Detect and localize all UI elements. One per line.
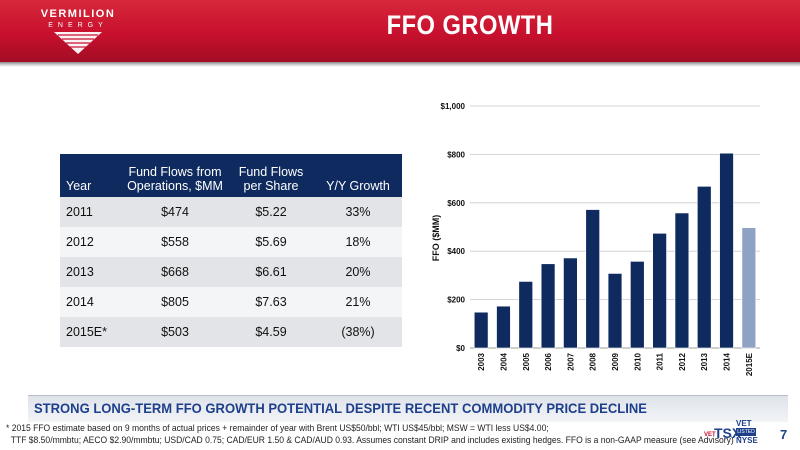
cell-yy-growth: 18% <box>345 235 371 249</box>
chart-y-ticks: $0 $200 $400 $600 $800 $1,000 <box>441 102 466 353</box>
header-bar: VERMILION ENERGY FFO GROWTH <box>0 0 800 62</box>
ffo-bar-chart: $0 $200 $400 $600 $800 $1,000 2003 2004 2005 200… <box>425 88 770 380</box>
x-tick-label: 2005 <box>522 352 531 370</box>
chart-x-ticks: 2003 2004 2005 2006 2007 2008 2009 2010 2011 2012… <box>477 352 754 376</box>
cell-yy-growth: 21% <box>345 295 371 309</box>
bar-2003 <box>473 311 489 349</box>
bar-2011 <box>652 232 667 349</box>
cell-year: 2014 <box>66 295 94 309</box>
y-axis-label: FFO ($MM) <box>431 215 441 262</box>
footnote-text-1: 2015 FFO estimate based on 9 months of a… <box>11 423 549 434</box>
logo-name: VERMILION <box>40 8 116 20</box>
page-number: 7 <box>780 427 788 442</box>
exchange-listing-badge: VET TSX VET LISTED NYSE <box>704 418 768 448</box>
table-row: 2012 $558 $5.69 18% <box>60 227 402 257</box>
cell-ffo: $503 <box>161 325 189 339</box>
cell-per-share: $4.59 <box>255 325 287 339</box>
column-header-yy-growth: Y/Y Growth <box>326 179 390 193</box>
x-tick-label: 2006 <box>544 352 553 370</box>
exchange-listed: LISTED <box>736 428 756 436</box>
exchange-vet-small: VET <box>704 432 716 438</box>
table-row: 2011 $474 $5.22 33% <box>60 197 402 227</box>
cell-per-share: $7.63 <box>255 295 287 309</box>
bar-2015E <box>741 227 757 349</box>
header-divider <box>0 62 800 67</box>
exchange-nyse: NYSE <box>736 436 758 445</box>
x-tick-label: 2014 <box>723 352 732 370</box>
cell-year: 2015E* <box>66 325 108 339</box>
column-header-ffo: Fund Flows from Operations, $MM <box>120 165 230 193</box>
bar-2013 <box>697 186 712 349</box>
y-tick-label: $0 <box>456 344 465 353</box>
cell-ffo: $558 <box>161 235 189 249</box>
footnote-text-2: TTF $8.50/mmbtu; AECO $2.90/mmbtu; USD/C… <box>10 435 734 446</box>
key-message-text: STRONG LONG-TERM FFO GROWTH POTENTIAL DE… <box>34 400 647 416</box>
cell-yy-growth: 33% <box>345 205 371 219</box>
logo-subtitle: ENERGY <box>48 22 108 29</box>
bar-2010 <box>630 261 645 349</box>
y-tick-label: $800 <box>447 150 465 159</box>
chart-bars <box>473 152 757 349</box>
table-row: 2015E* $503 $4.59 (38%) <box>60 317 402 347</box>
footnote: * 2015 FFO estimate based on 9 months of… <box>6 423 736 447</box>
bar-2004 <box>496 305 511 349</box>
table-header: Year Fund Flows from Operations, $MM Fun… <box>60 154 402 197</box>
bar-2005 <box>518 281 533 349</box>
x-tick-label: 2004 <box>499 352 508 370</box>
bar-2007 <box>563 257 578 349</box>
x-tick-label: 2007 <box>566 352 575 370</box>
bar-2014 <box>719 152 734 349</box>
x-tick-label: 2008 <box>589 352 598 370</box>
cell-year: 2012 <box>66 235 94 249</box>
exchange-tsx: TSX <box>714 425 742 441</box>
cell-per-share: $6.61 <box>255 265 287 279</box>
column-header-ffo-line2: Operations, $MM <box>127 179 223 193</box>
cell-ffo: $805 <box>161 295 189 309</box>
footnote-marker: * <box>6 423 10 434</box>
chevron-logo-icon <box>54 32 102 54</box>
table-row: 2014 $805 $7.63 21% <box>60 287 402 317</box>
bar-2006 <box>540 263 556 349</box>
key-message-banner: STRONG LONG-TERM FFO GROWTH POTENTIAL DE… <box>28 395 788 422</box>
bar-2009 <box>607 273 623 349</box>
column-header-per-share-line2: per Share <box>243 179 299 193</box>
column-header-per-share-line1: Fund Flows <box>238 165 304 179</box>
company-logo[interactable]: VERMILION ENERGY <box>24 6 132 56</box>
cell-per-share: $5.22 <box>255 205 287 219</box>
cell-year: 2013 <box>66 265 94 279</box>
y-tick-label: $400 <box>447 247 465 256</box>
bar-2012 <box>674 212 690 349</box>
x-tick-label: 2012 <box>678 352 687 370</box>
x-tick-label: 2003 <box>477 352 486 370</box>
table-row: 2013 $668 $6.61 20% <box>60 257 402 287</box>
exchange-vet: VET <box>736 419 752 428</box>
footnote-line-2: TTF $8.50/mmbtu; AECO $2.90/mmbtu; USD/C… <box>6 435 734 447</box>
bar-2008 <box>585 209 600 349</box>
y-tick-label: $1,000 <box>441 102 466 111</box>
x-tick-label: 2011 <box>656 352 665 370</box>
chart-svg: $0$200$400$600$800$1,000 2003 2004 2005 200… <box>431 102 760 376</box>
cell-ffo: $668 <box>161 265 189 279</box>
cell-yy-growth: 20% <box>345 265 371 279</box>
cell-year: 2011 <box>66 205 93 219</box>
x-tick-label: 2013 <box>700 352 709 370</box>
x-tick-label: 2010 <box>633 352 642 370</box>
column-header-year: Year <box>66 179 92 193</box>
cell-per-share: $5.69 <box>255 235 287 249</box>
page-title: FFO GROWTH <box>386 10 554 40</box>
column-header-ffo-line1: Fund Flows from <box>128 165 222 179</box>
x-tick-label: 2009 <box>611 352 620 370</box>
cell-ffo: $474 <box>161 205 189 219</box>
cell-yy-growth: (38%) <box>341 325 375 339</box>
column-header-per-share: Fund Flows per Share <box>236 165 306 193</box>
y-tick-label: $200 <box>447 296 465 305</box>
ffo-table: Year Fund Flows from Operations, $MM Fun… <box>60 154 402 347</box>
footnote-line-1: * 2015 FFO estimate based on 9 months of… <box>6 423 663 435</box>
y-tick-label: $600 <box>447 199 465 208</box>
x-tick-label: 2015E <box>745 352 754 376</box>
